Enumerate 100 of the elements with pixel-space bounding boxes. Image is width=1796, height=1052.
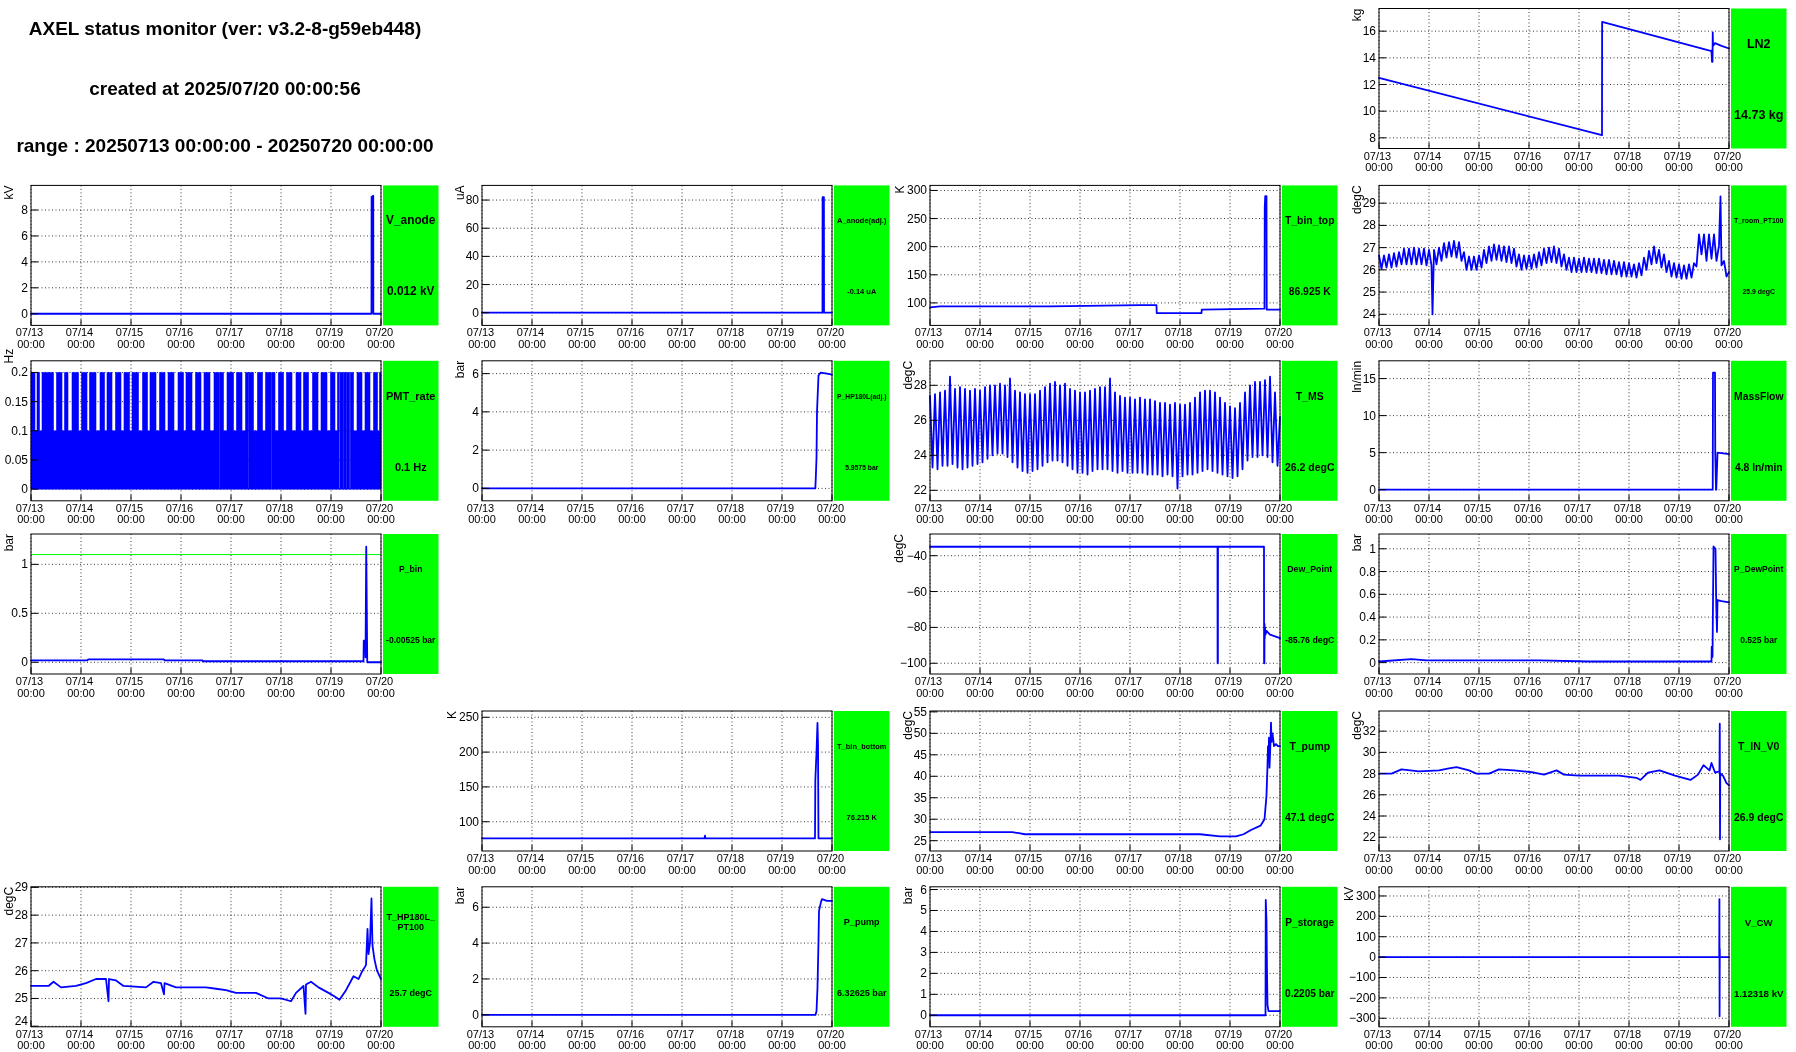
line-series [1378, 195, 1730, 316]
y-tick-label: 40 [465, 249, 480, 264]
x-tick-label: 07/14 00:00 [1413, 852, 1443, 876]
y-tick-label: 14 [1362, 50, 1377, 65]
x-tick-label: 07/17 00:00 [1114, 501, 1144, 526]
x-tick-label: 07/15 00:00 [1463, 675, 1493, 699]
x-tick-label: 07/16 00:00 [1513, 501, 1543, 526]
text: 47.1 degC [1285, 811, 1335, 823]
x-tick-label: 07/20 00:00 [1713, 852, 1743, 876]
y-tick-label: −40 [906, 548, 928, 563]
x-tick-label: 07/15 00:00 [1014, 501, 1044, 526]
x-tick-label: 07/20 00:00 [1264, 501, 1294, 526]
text: LN2 [1746, 36, 1771, 51]
y-tick-label: 250 [906, 211, 928, 226]
y-tick-label: 200 [458, 745, 480, 760]
x-tick-label: 07/15 00:00 [566, 852, 596, 876]
line-series [929, 545, 1281, 665]
x-tick-label: 07/20 00:00 [1713, 675, 1743, 699]
y-tick-label: 8 [21, 203, 29, 218]
x-tick-label: 07/18 00:00 [716, 1027, 746, 1052]
x-tick-label: 07/13 00:00 [15, 675, 45, 699]
x-tick-label: 07/14 00:00 [65, 501, 95, 526]
y-axis-title: ln/min [1350, 360, 1364, 393]
x-tick-label: 07/13 00:00 [914, 852, 944, 876]
x-tick-label: 07/15 00:00 [115, 1027, 145, 1052]
y-tick-label: 2 [472, 443, 480, 458]
x-tick-label: 07/16 00:00 [616, 1027, 646, 1052]
x-tick-label: 07/18 00:00 [1164, 326, 1194, 350]
text: T_IN_V0 [1738, 740, 1780, 752]
x-tick-label: 07/14 00:00 [964, 852, 994, 876]
y-tick-label: 100 [1355, 929, 1377, 944]
x-tick-label: 07/18 00:00 [1613, 149, 1643, 173]
x-tick-label: 07/14 00:00 [1413, 501, 1443, 526]
y-tick-label: 1 [1369, 541, 1377, 556]
x-tick-label: 07/15 00:00 [115, 326, 145, 350]
x-tick-label: 07/19 00:00 [1663, 852, 1693, 876]
x-tick-label: 07/20 00:00 [1264, 852, 1294, 876]
y-tick-label: 100 [458, 814, 480, 829]
text: AXEL status monitor (ver: v3.2-8-g59eb448) [28, 17, 422, 39]
y-tick-label: 0 [1369, 655, 1377, 670]
x-tick-label: 07/20 00:00 [816, 1027, 846, 1052]
x-tick-label: 07/17 00:00 [1563, 1027, 1593, 1052]
y-axis-title: bar [453, 886, 467, 905]
text: 0.1 Hz [394, 460, 428, 473]
x-tick-label: 07/13 00:00 [466, 326, 496, 350]
x-tick-label: 07/19 00:00 [1663, 675, 1693, 699]
y-tick-label: 27 [1362, 240, 1377, 255]
y-axis-title: bar [453, 360, 467, 379]
y-tick-label: 40 [913, 769, 928, 784]
y-tick-label: 28 [913, 378, 928, 393]
y-tick-label: 0 [472, 481, 480, 496]
x-tick-label: 07/13 00:00 [15, 326, 45, 350]
x-tick-label: 07/15 00:00 [1014, 675, 1044, 699]
x-tick-label: 07/16 00:00 [616, 852, 646, 876]
y-tick-label: 1 [21, 557, 29, 572]
text: range : 20250713 00:00:00 - 20250720 00:00:00 [16, 134, 434, 156]
y-axis-title: kV [2, 185, 16, 200]
x-tick-label: 07/13 00:00 [914, 675, 944, 699]
x-tick-label: 07/14 00:00 [964, 1027, 994, 1052]
x-tick-label: 07/18 00:00 [716, 501, 746, 526]
y-tick-label: 5 [920, 903, 928, 918]
x-tick-label: 07/18 00:00 [716, 852, 746, 876]
y-tick-label: 30 [1362, 745, 1377, 760]
x-tick-label: 07/18 00:00 [265, 501, 295, 526]
x-tick-label: 07/20 00:00 [1713, 501, 1743, 526]
y-tick-label: −200 [1348, 990, 1377, 1005]
x-tick-label: 07/17 00:00 [1114, 1027, 1144, 1052]
x-tick-label: 07/17 00:00 [1563, 501, 1593, 526]
x-tick-label: 07/13 00:00 [914, 501, 944, 526]
y-tick-label: 16 [1362, 24, 1377, 39]
y-tick-label: −100 [1348, 970, 1377, 985]
line-series [929, 375, 1281, 490]
y-tick-label: 28 [14, 908, 29, 923]
text: 26.2 degC [1285, 461, 1335, 473]
y-tick-label: 0 [1369, 482, 1377, 497]
x-tick-label: 07/17 00:00 [1563, 149, 1593, 173]
x-tick-label: 07/19 00:00 [1663, 149, 1693, 173]
x-tick-label: 07/14 00:00 [65, 326, 95, 350]
y-tick-label: 24 [1362, 307, 1377, 322]
line-series [481, 721, 833, 840]
x-tick-label: 07/14 00:00 [516, 326, 546, 350]
x-tick-label: 07/20 00:00 [365, 501, 395, 526]
text: -85.76 degC [1285, 635, 1336, 645]
text: V_CW [1744, 916, 1774, 928]
y-tick-label: 0.6 [1359, 587, 1377, 602]
x-tick-label: 07/19 00:00 [315, 501, 345, 526]
x-tick-label: 07/16 00:00 [1064, 501, 1094, 526]
x-tick-label: 07/15 00:00 [1463, 1027, 1493, 1052]
x-tick-label: 07/19 00:00 [766, 326, 796, 350]
y-tick-label: 24 [913, 448, 928, 463]
x-tick-label: 07/20 00:00 [1713, 149, 1743, 173]
x-tick-label: 07/13 00:00 [15, 1027, 45, 1052]
x-tick-label: 07/14 00:00 [516, 501, 546, 526]
y-tick-label: 15 [1362, 371, 1377, 386]
text: created at 2025/07/20 00:00:56 [89, 77, 361, 99]
y-tick-label: 55 [913, 704, 928, 719]
x-tick-label: 07/15 00:00 [1014, 852, 1044, 876]
x-tick-label: 07/15 00:00 [1014, 326, 1044, 350]
x-tick-label: 07/19 00:00 [315, 1027, 345, 1052]
y-tick-label: 150 [906, 267, 928, 282]
